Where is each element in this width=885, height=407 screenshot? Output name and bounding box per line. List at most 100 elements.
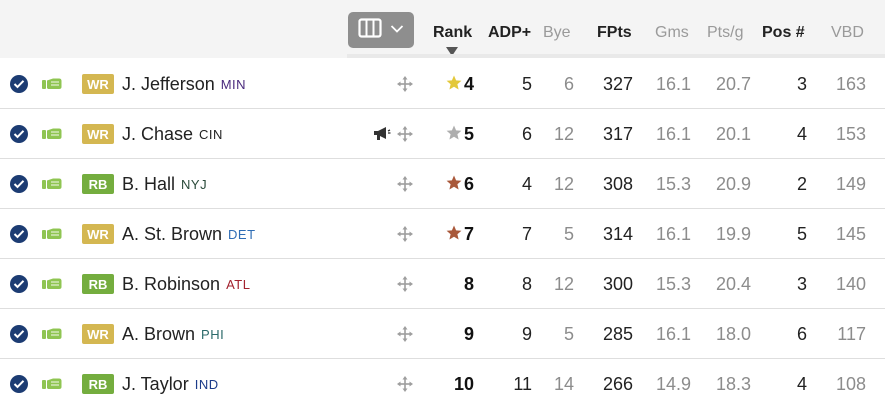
- rank-column-header[interactable]: Rank: [433, 24, 473, 41]
- table-row[interactable]: WR A. St. Brown DET 7 7 5 314 16.1 19.9 5 145: [0, 209, 885, 259]
- drag-handle-icon[interactable]: [397, 159, 413, 209]
- fpts-column-header[interactable]: FPts: [597, 24, 632, 41]
- select-checkbox[interactable]: [10, 109, 28, 159]
- checkmark-icon: [10, 225, 28, 243]
- pos-rank-column-header[interactable]: Pos #: [762, 24, 805, 41]
- ptsg-column-header[interactable]: Pts/g: [707, 24, 744, 41]
- select-checkbox[interactable]: [10, 309, 28, 359]
- star-icon[interactable]: [446, 74, 462, 95]
- position-rank-value: 3: [796, 73, 807, 94]
- checkmark-icon: [10, 325, 28, 343]
- table-row[interactable]: RB B. Hall NYJ 6 4 12 308 15.3 20.9 2 149: [0, 159, 885, 209]
- player-name-cell[interactable]: J. Chase CIN: [122, 109, 223, 159]
- rank-cell: 5: [440, 109, 474, 159]
- table-row[interactable]: RB B. Robinson ATL 8 8 12 300 15.3 20.4 3 140: [0, 259, 885, 309]
- position-badge: RB: [82, 174, 114, 194]
- select-checkbox[interactable]: [10, 209, 28, 259]
- adp-value: 11: [513, 373, 532, 394]
- games-value: 16.1: [655, 323, 691, 344]
- draft-hand-icon[interactable]: [42, 209, 64, 259]
- games-value: 15.3: [655, 173, 691, 194]
- vbd-value: 108: [835, 373, 866, 394]
- bye-week-value: 12: [553, 273, 574, 294]
- select-checkbox[interactable]: [10, 59, 28, 109]
- drag-handle-icon[interactable]: [397, 59, 413, 109]
- fantasy-points-value: 300: [602, 273, 633, 294]
- player-name[interactable]: A. Brown: [122, 323, 196, 344]
- table-row[interactable]: WR J. Chase CIN 5 6 12 317 16.1 20.1 4 153: [0, 109, 885, 159]
- position-rank-value: 2: [796, 173, 807, 194]
- table-header: Rank ADP+ Bye FPts Gms Pts/g Pos # VBD: [0, 0, 885, 58]
- draft-hand-icon[interactable]: [42, 59, 64, 109]
- player-name-cell[interactable]: B. Robinson ATL: [122, 259, 250, 309]
- position-rank-value: 5: [796, 223, 807, 244]
- select-checkbox[interactable]: [10, 359, 28, 407]
- player-name-cell[interactable]: B. Hall NYJ: [122, 159, 207, 209]
- player-name-cell[interactable]: J. Jefferson MIN: [122, 59, 246, 109]
- drag-handle-icon[interactable]: [397, 359, 413, 407]
- points-per-game-value: 18.3: [715, 373, 751, 394]
- vbd-column-header[interactable]: VBD: [831, 24, 864, 41]
- columns-icon: [358, 17, 382, 43]
- player-name-cell[interactable]: A. St. Brown DET: [122, 209, 256, 259]
- team-abbreviation: CIN: [199, 126, 223, 142]
- fantasy-points-value: 308: [602, 173, 633, 194]
- fantasy-points-value: 314: [602, 223, 633, 244]
- player-name[interactable]: B. Hall: [122, 173, 176, 194]
- draft-hand-icon[interactable]: [42, 159, 64, 209]
- draft-hand-icon[interactable]: [42, 259, 64, 309]
- player-name[interactable]: J. Taylor: [122, 373, 189, 394]
- player-name[interactable]: A. St. Brown: [122, 223, 223, 244]
- adp-column-header[interactable]: ADP+: [488, 24, 532, 41]
- checkmark-icon: [10, 275, 28, 293]
- position-badge: WR: [82, 324, 114, 344]
- points-per-game-value: 20.1: [715, 123, 751, 144]
- vbd-value: 145: [835, 223, 866, 244]
- rank-value: 9: [463, 323, 474, 344]
- position-rank-value: 6: [796, 323, 807, 344]
- checkmark-icon: [10, 375, 28, 393]
- vbd-value: 149: [835, 173, 866, 194]
- position-rank-value: 4: [796, 123, 807, 144]
- adp-value: 9: [521, 323, 532, 344]
- columns-button[interactable]: [348, 12, 414, 48]
- draft-hand-icon[interactable]: [42, 309, 64, 359]
- bye-week-value: 5: [563, 223, 574, 244]
- player-name[interactable]: B. Robinson: [122, 273, 221, 294]
- bye-week-value: 12: [553, 173, 574, 194]
- player-name[interactable]: J. Jefferson: [122, 73, 215, 94]
- position-badge: WR: [82, 74, 114, 94]
- table-row[interactable]: WR A. Brown PHI 9 9 5 285 16.1 18.0 6 117: [0, 309, 885, 359]
- gms-column-header[interactable]: Gms: [655, 24, 689, 41]
- drag-handle-icon[interactable]: [397, 109, 413, 159]
- vbd-value: 117: [837, 323, 866, 344]
- select-checkbox[interactable]: [10, 259, 28, 309]
- position-badge: RB: [82, 374, 114, 394]
- star-icon[interactable]: [446, 124, 462, 145]
- rank-cell: 4: [440, 59, 474, 109]
- bye-column-header[interactable]: Bye: [543, 24, 571, 41]
- rank-cell: 9: [440, 309, 474, 359]
- drag-handle-icon[interactable]: [397, 259, 413, 309]
- player-name-cell[interactable]: J. Taylor IND: [122, 359, 219, 407]
- points-per-game-value: 20.7: [715, 73, 751, 94]
- table-row[interactable]: WR J. Jefferson MIN 4 5 6 327 16.1 20.7 3 163: [0, 59, 885, 109]
- fantasy-points-value: 266: [602, 373, 633, 394]
- drag-handle-icon[interactable]: [397, 209, 413, 259]
- drag-handle-icon[interactable]: [397, 309, 413, 359]
- chevron-down-icon: [390, 21, 404, 39]
- star-icon[interactable]: [446, 224, 462, 245]
- news-bullhorn-icon[interactable]: [373, 109, 391, 159]
- player-name-cell[interactable]: A. Brown PHI: [122, 309, 224, 359]
- vbd-value: 153: [835, 123, 866, 144]
- team-abbreviation: ATL: [226, 276, 251, 292]
- draft-hand-icon[interactable]: [42, 109, 64, 159]
- star-icon[interactable]: [446, 174, 462, 195]
- player-name[interactable]: J. Chase: [122, 123, 194, 144]
- bye-week-value: 12: [553, 123, 574, 144]
- draft-hand-icon[interactable]: [42, 359, 64, 407]
- adp-value: 8: [521, 273, 532, 294]
- select-checkbox[interactable]: [10, 159, 28, 209]
- table-row[interactable]: RB J. Taylor IND 10 11 14 266 14.9 18.3 4 108: [0, 359, 885, 407]
- games-value: 16.1: [655, 123, 691, 144]
